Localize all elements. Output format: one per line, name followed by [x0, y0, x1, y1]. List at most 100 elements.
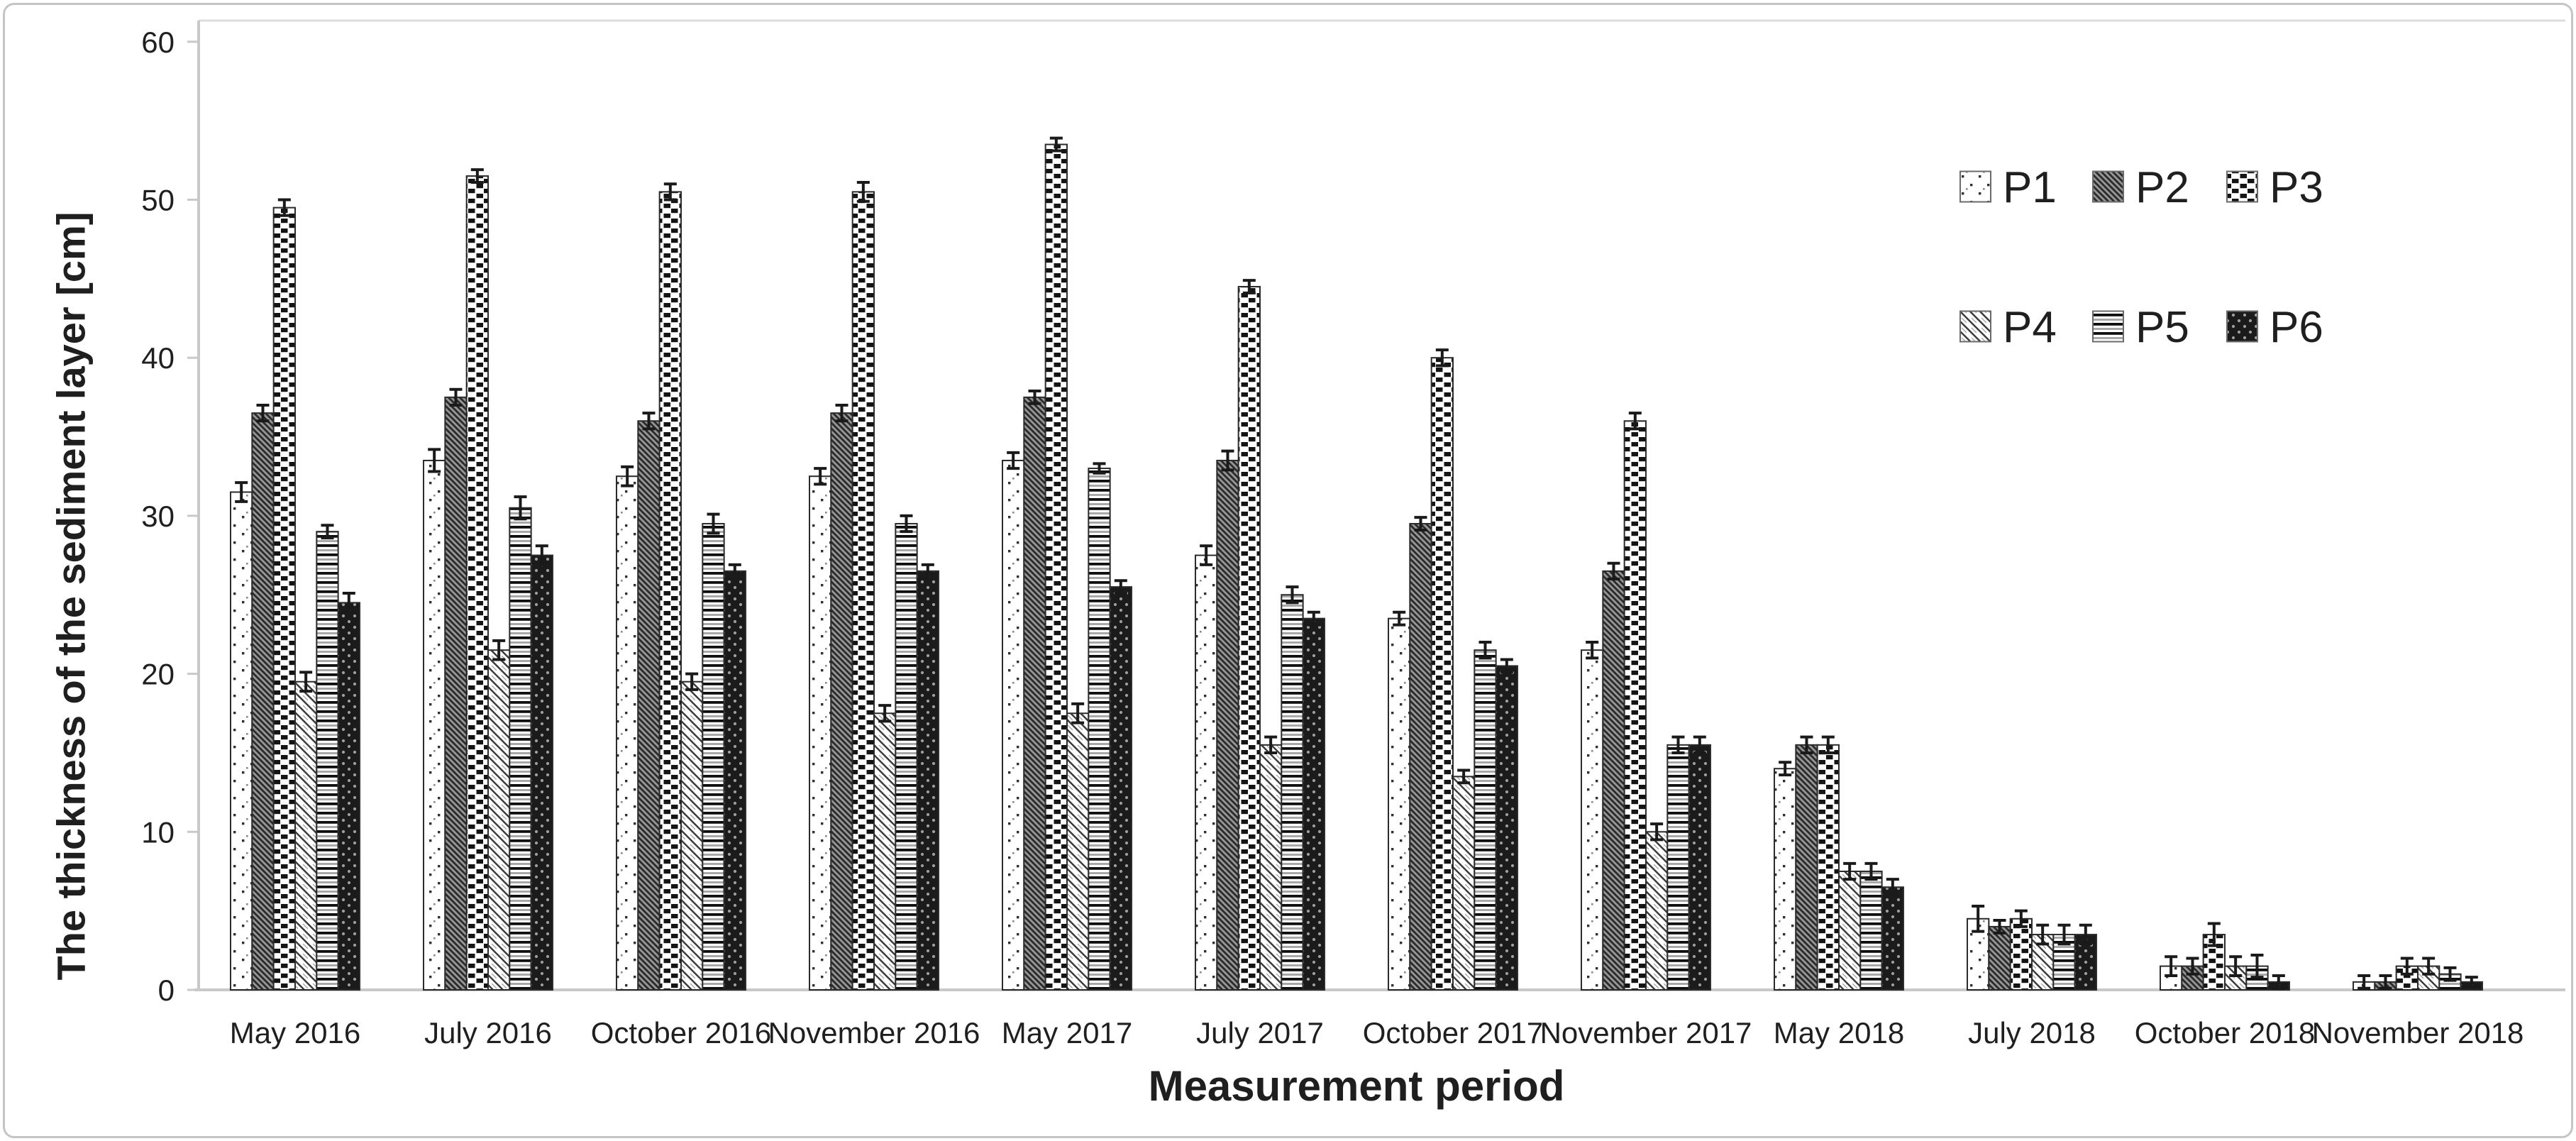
- category-label: October 2017: [1363, 1016, 1544, 1049]
- error-bar: [492, 639, 506, 661]
- error-bar: [685, 672, 699, 691]
- error-bar: [1221, 449, 1234, 472]
- legend-label: P2: [2135, 163, 2189, 212]
- error-bar: [2272, 974, 2285, 990]
- legend-swatch-black-white-checkerboard: [2226, 170, 2258, 203]
- bar-p1: [423, 459, 446, 991]
- error-bar: [2079, 923, 2092, 946]
- error-bar: [277, 198, 291, 217]
- error-bar: [728, 563, 741, 579]
- error-bar: [2014, 909, 2028, 928]
- bar-p6: [723, 570, 746, 991]
- error-bar: [1650, 822, 1664, 842]
- error-bar: [1478, 641, 1492, 660]
- error-bar: [1393, 610, 1406, 627]
- error-bar: [1779, 761, 1792, 777]
- error-bar: [1242, 279, 1256, 294]
- error-bar: [470, 168, 484, 184]
- error-bar: [535, 544, 548, 566]
- legend-swatch-dark-gray-diagonal-weave: [2092, 170, 2124, 203]
- bar-p3: [1044, 143, 1068, 991]
- y-axis-tick-labels: 0 10 20 30 40 50 60: [141, 26, 175, 1007]
- error-bar: [1864, 861, 1878, 881]
- bar-p1: [1195, 554, 1218, 991]
- error-bar: [1993, 919, 2006, 935]
- bar-p3: [465, 175, 489, 991]
- error-bar: [878, 704, 892, 723]
- bar-p2: [1216, 459, 1239, 991]
- y-tick-label: 60: [141, 26, 175, 59]
- bar-p1: [1002, 459, 1025, 991]
- bar-p3: [2009, 917, 2033, 991]
- bar-p6: [1495, 665, 1518, 991]
- error-bar: [2229, 955, 2243, 977]
- error-bar: [2250, 954, 2264, 979]
- error-bar: [2443, 966, 2457, 982]
- bar-p3: [1816, 744, 1840, 991]
- bar-p2: [1795, 744, 1818, 991]
- legend-swatch-horizontal-stripes: [2092, 310, 2124, 343]
- bar-p5: [1859, 870, 1883, 991]
- bar-p6: [1302, 617, 1325, 991]
- category-label: November 2016: [768, 1016, 980, 1049]
- bar-p1: [2160, 965, 2183, 991]
- error-bar: [900, 514, 913, 534]
- y-tick-label: 20: [141, 658, 175, 691]
- error-bar: [1843, 861, 1857, 881]
- bar-p4: [1259, 744, 1283, 991]
- error-bar: [2465, 976, 2478, 988]
- bar-p3: [1430, 357, 1454, 991]
- legend-label: P3: [2270, 163, 2323, 212]
- error-bar: [642, 412, 656, 431]
- bar-p5: [1088, 468, 1111, 991]
- bar-p6: [1688, 744, 1711, 991]
- error-bar: [1264, 735, 1278, 754]
- error-bar: [1800, 735, 1813, 754]
- error-bar: [663, 182, 677, 202]
- bar-p6: [337, 602, 360, 991]
- error-bar: [1435, 348, 1449, 368]
- bar-p3: [272, 206, 296, 991]
- legend-label: P1: [2003, 163, 2057, 212]
- y-tick-label: 0: [158, 974, 175, 1007]
- error-bar: [2036, 923, 2050, 946]
- bar-p6: [530, 554, 553, 991]
- bar-p6: [1109, 586, 1132, 991]
- error-bar: [1200, 544, 1213, 566]
- error-bar: [1114, 579, 1127, 595]
- error-bar: [1821, 735, 1835, 754]
- legend-swatch-dark-with-dot-grid: [2226, 310, 2258, 343]
- y-axis-title: The thickness of the sediment layer [cm]: [48, 211, 94, 981]
- legend-label: P6: [2270, 303, 2323, 352]
- bar-p5: [1666, 744, 1690, 991]
- error-bar: [1972, 904, 1985, 933]
- legend-label: P4: [2003, 303, 2057, 352]
- legend-item-p3: P3: [2226, 163, 2323, 212]
- bar-p2: [1988, 925, 2011, 991]
- bar-p1: [1774, 768, 1797, 991]
- error-bar: [256, 404, 270, 423]
- category-label: May 2016: [230, 1016, 360, 1049]
- error-bar: [2207, 922, 2221, 947]
- error-bar: [1671, 735, 1685, 754]
- error-bar: [2379, 974, 2392, 990]
- error-bar: [514, 495, 527, 521]
- legend-item-p2: P2: [2092, 163, 2189, 212]
- error-bar: [1286, 585, 1299, 605]
- bar-p3: [658, 191, 682, 991]
- bar-p1: [1388, 617, 1411, 991]
- error-bar: [1628, 412, 1642, 431]
- error-bar: [2400, 957, 2414, 976]
- bar-p4: [873, 712, 897, 991]
- bar-p5: [1281, 594, 1304, 991]
- legend-item-p4: P4: [1959, 303, 2057, 352]
- error-bar: [1693, 735, 1706, 754]
- category-label: May 2017: [1002, 1016, 1132, 1049]
- legend-item-p6: P6: [2226, 303, 2323, 352]
- bar-p1: [230, 491, 253, 991]
- bar-p4: [1837, 870, 1862, 991]
- error-bar: [342, 592, 355, 614]
- y-tick-label: 30: [141, 500, 175, 533]
